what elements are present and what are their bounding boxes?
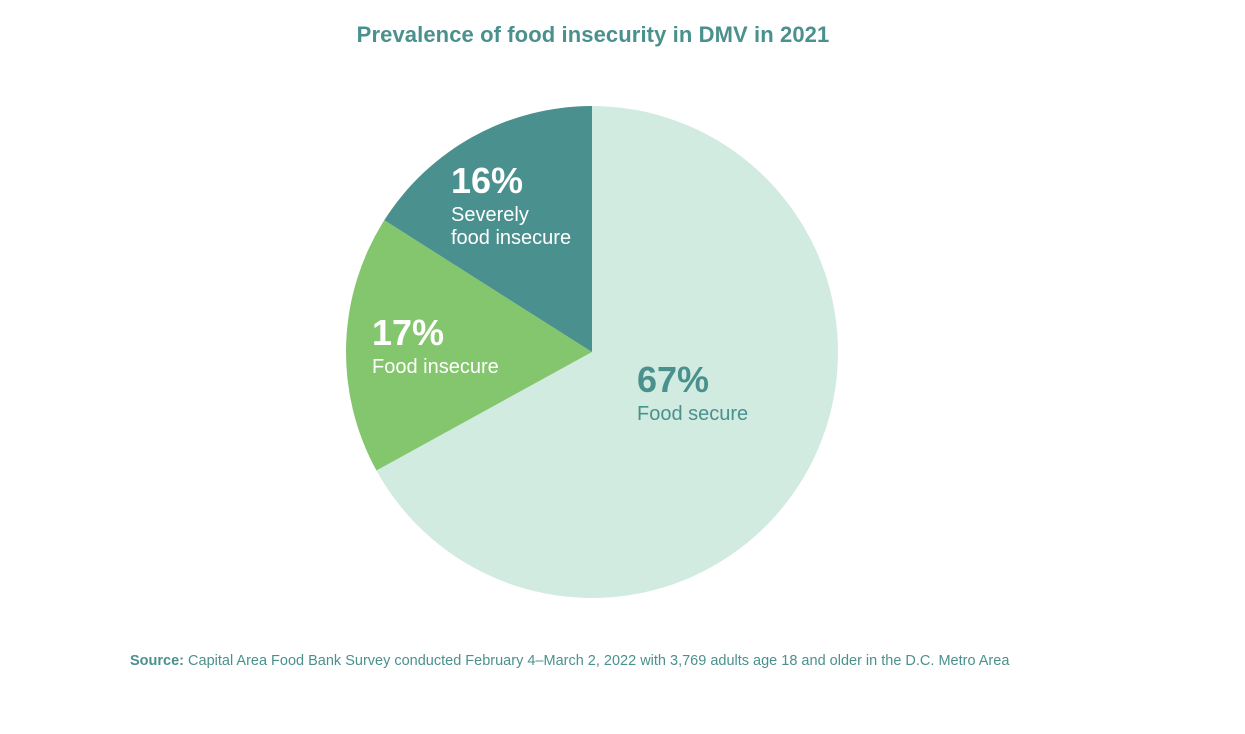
category-label-severely-food-insecure: Severely (451, 204, 529, 226)
category-label-severely-food-insecure: food insecure (451, 227, 571, 249)
category-label-food-insecure: Food insecure (372, 356, 499, 378)
pie-slice-food-secure (376, 106, 839, 599)
value-label-food-secure: 67% (637, 359, 709, 400)
value-label-food-insecure: 17% (372, 312, 444, 353)
source-note: Source: Capital Area Food Bank Survey co… (130, 653, 1009, 669)
pie-slice-food-insecure (345, 220, 592, 471)
source-text: Capital Area Food Bank Survey conducted … (188, 653, 1010, 669)
pie-slice-severely-food-insecure (384, 106, 592, 352)
chart-title: Prevalence of food insecurity in DMV in … (356, 22, 830, 47)
source-label: Source: (130, 653, 184, 669)
value-label-severely-food-insecure: 16% (451, 160, 523, 201)
category-label-food-secure: Food secure (637, 403, 748, 425)
